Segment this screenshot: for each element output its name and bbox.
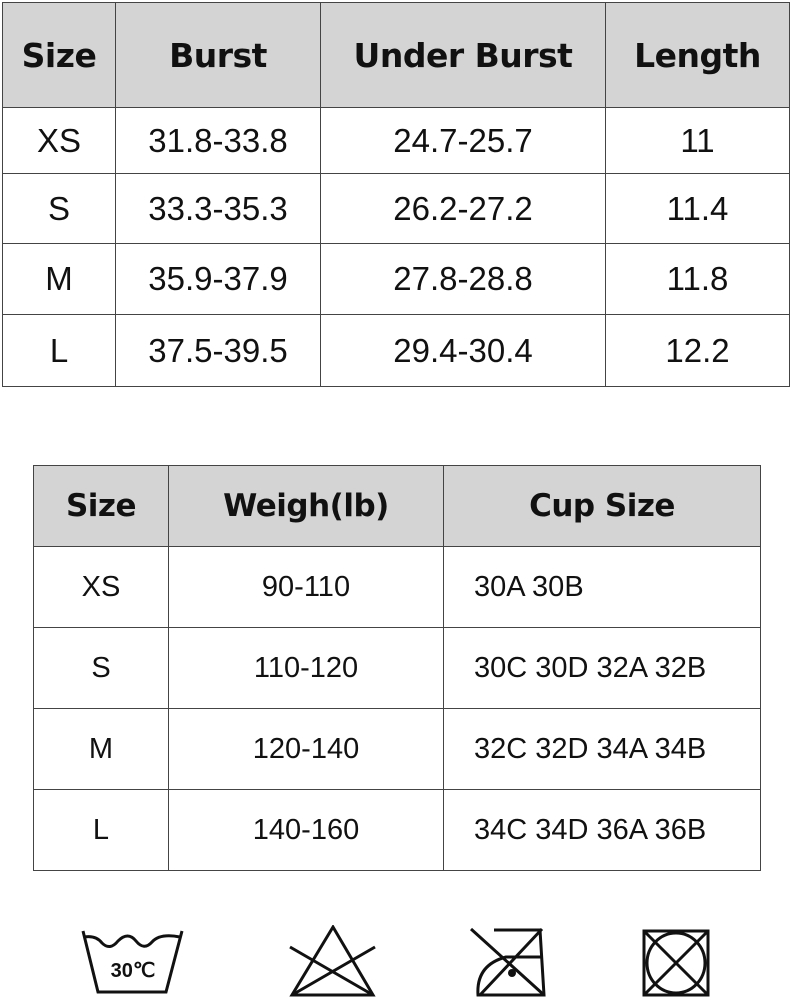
cell: 27.8-28.8: [320, 243, 606, 315]
cell: S: [33, 627, 169, 709]
table-row: XS 90-110 30A 30B: [33, 546, 761, 628]
cell: 110-120: [168, 627, 444, 709]
table-row: M 35.9-37.9 27.8-28.8 11.8: [2, 243, 790, 315]
cell: 30C 30D 32A 32B: [443, 627, 761, 709]
table-row: XS 31.8-33.8 24.7-25.7 11: [2, 107, 790, 174]
cell: XS: [33, 546, 169, 628]
header-length: Length: [605, 2, 790, 108]
header-weight: Weigh(lb): [168, 465, 444, 547]
cell: 32C 32D 34A 34B: [443, 708, 761, 790]
cell: 24.7-25.7: [320, 107, 606, 174]
header-size: Size: [33, 465, 169, 547]
table-row: S 110-120 30C 30D 32A 32B: [33, 627, 761, 709]
table-row: L 37.5-39.5 29.4-30.4 12.2: [2, 314, 790, 387]
header-burst: Burst: [115, 2, 321, 108]
table-row: L 140-160 34C 34D 36A 36B: [33, 789, 761, 871]
header-cup-size: Cup Size: [443, 465, 761, 547]
cell: 11: [605, 107, 790, 174]
cell: 26.2-27.2: [320, 173, 606, 244]
cell: S: [2, 173, 116, 244]
table-row: S 33.3-35.3 26.2-27.2 11.4: [2, 173, 790, 244]
do-not-iron-icon: [469, 927, 546, 997]
header-size: Size: [2, 2, 116, 108]
cell: 30A 30B: [443, 546, 761, 628]
cell: 33.3-35.3: [115, 173, 321, 244]
table-row: M 120-140 32C 32D 34A 34B: [33, 708, 761, 790]
cell: 140-160: [168, 789, 444, 871]
cell: XS: [2, 107, 116, 174]
cell: L: [2, 314, 116, 387]
cell: 34C 34D 36A 36B: [443, 789, 761, 871]
cell: 11.4: [605, 173, 790, 244]
do-not-tumble-dry-icon: [642, 929, 710, 997]
header-row: Size Burst Under Burst Length: [2, 2, 790, 108]
cell: 12.2: [605, 314, 790, 387]
cell: 35.9-37.9: [115, 243, 321, 315]
cell: 90-110: [168, 546, 444, 628]
cell: 11.8: [605, 243, 790, 315]
cell: 29.4-30.4: [320, 314, 606, 387]
cup-size-table: Size Weigh(lb) Cup Size XS 90-110 30A 30B …: [33, 465, 761, 871]
cell: 120-140: [168, 708, 444, 790]
header-under-burst: Under Burst: [320, 2, 606, 108]
cell: M: [2, 243, 116, 315]
do-not-bleach-icon: [289, 925, 376, 997]
measurement-table: Size Burst Under Burst Length XS 31.8-33.…: [2, 2, 790, 387]
wash-30c-icon: 30℃: [81, 930, 184, 994]
header-row: Size Weigh(lb) Cup Size: [33, 465, 761, 547]
svg-text:30℃: 30℃: [111, 960, 156, 982]
cell: 31.8-33.8: [115, 107, 321, 174]
cell: L: [33, 789, 169, 871]
cell: 37.5-39.5: [115, 314, 321, 387]
cell: M: [33, 708, 169, 790]
